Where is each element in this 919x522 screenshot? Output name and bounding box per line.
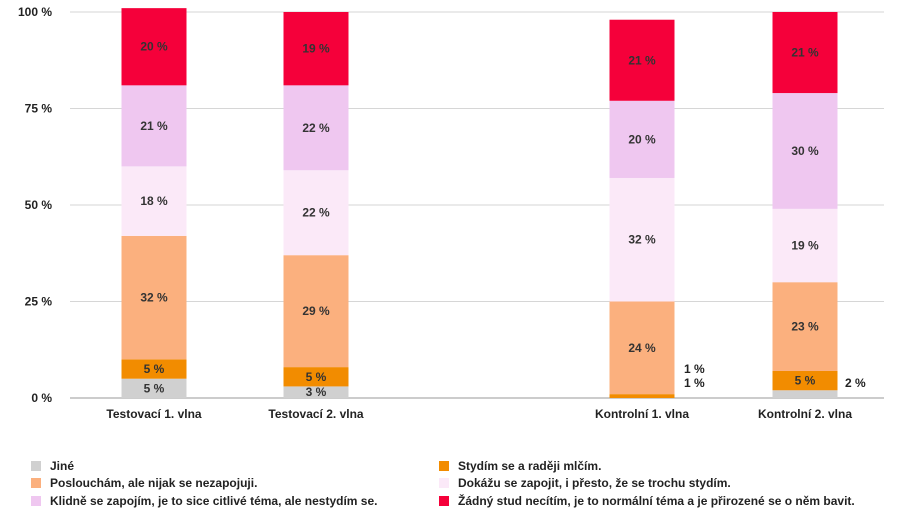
data-label: 24 % (628, 341, 656, 355)
bar-segment (609, 394, 675, 398)
data-label: 23 % (791, 320, 819, 334)
y-tick-label: 75 % (25, 102, 53, 116)
data-label: 3 % (306, 385, 327, 399)
legend-swatch (439, 461, 449, 471)
y-tick-label: 100 % (18, 5, 52, 19)
grid-lines (70, 11, 884, 399)
data-label: 32 % (140, 291, 168, 305)
data-label: 19 % (302, 42, 330, 56)
bar-segment (772, 390, 838, 398)
legend-swatch (31, 478, 41, 488)
bar-segment (283, 367, 349, 387)
legend-label: Jiné (50, 459, 74, 473)
data-label: 18 % (140, 194, 168, 208)
bar-segment (609, 19, 675, 101)
x-axis: Testovací 1. vlna Testovací 2. vlna Kontro… (106, 407, 852, 421)
bar-segment (121, 359, 187, 379)
bar-segment (772, 370, 838, 391)
legend: Jiné Stydím se a raději mlčím. Poslouchám,… (31, 459, 855, 508)
data-label: 22 % (302, 206, 330, 220)
bar-segment (283, 85, 349, 171)
bar-segment (609, 301, 675, 395)
bar-segment (283, 386, 349, 398)
y-tick-label: 0 % (31, 391, 52, 405)
y-tick-label: 25 % (25, 295, 53, 309)
legend-label: Klidně se zapojím, je to sice citlivé té… (50, 494, 377, 508)
bar-segment (283, 170, 349, 256)
bar-segment (121, 8, 187, 86)
bar-segment (121, 85, 187, 167)
data-label: 5 % (144, 362, 165, 376)
data-label: 29 % (302, 304, 330, 318)
bar-segment (772, 282, 838, 371)
data-label: 32 % (628, 233, 656, 247)
category-label: Testovací 1. vlna (106, 407, 201, 421)
data-label: 5 % (306, 370, 327, 384)
bar-segment (772, 208, 838, 283)
data-label: 19 % (791, 239, 819, 253)
legend-swatch (31, 496, 41, 506)
data-label: 30 % (791, 144, 819, 158)
bar-segment (609, 100, 675, 178)
data-label: 5 % (795, 374, 816, 388)
legend-label: Dokážu se zapojit, i přesto, že se troch… (458, 476, 731, 490)
bar-segment (121, 235, 187, 360)
data-label: 20 % (140, 40, 168, 54)
category-label: Kontrolní 1. vlna (595, 407, 689, 421)
bar-segment (121, 166, 187, 236)
data-label-outside: 1 % (684, 376, 705, 390)
data-label-outside: 2 % (845, 376, 866, 390)
legend-swatch (439, 496, 449, 506)
bars: 5 %5 %32 %18 %21 %20 %3 %5 %29 %22 %22 %… (121, 8, 866, 399)
legend-swatch (439, 478, 449, 488)
data-label: 21 % (791, 46, 819, 60)
bar-segment (283, 255, 349, 368)
data-label: 21 % (628, 53, 656, 67)
data-label: 20 % (628, 132, 656, 146)
data-label: 21 % (140, 119, 168, 133)
legend-label: Žádný stud necítím, je to normální téma … (458, 493, 855, 508)
bar-segment (772, 12, 838, 94)
category-label: Kontrolní 2. vlna (758, 407, 852, 421)
data-label: 22 % (302, 121, 330, 135)
bar-segment (283, 12, 349, 86)
category-label: Testovací 2. vlna (268, 407, 363, 421)
legend-swatch (31, 461, 41, 471)
data-label: 5 % (144, 381, 165, 395)
bar-segment (121, 378, 187, 398)
bar-segment (609, 177, 675, 302)
y-tick-label: 50 % (25, 198, 53, 212)
y-axis: 0 % 25 % 50 % 75 % 100 % (18, 5, 52, 405)
legend-label: Poslouchám, ale nijak se nezapojuji. (50, 476, 257, 490)
data-label-outside: 1 % (684, 362, 705, 376)
legend-label: Stydím se a raději mlčím. (458, 459, 601, 473)
bar-segment (772, 93, 838, 209)
